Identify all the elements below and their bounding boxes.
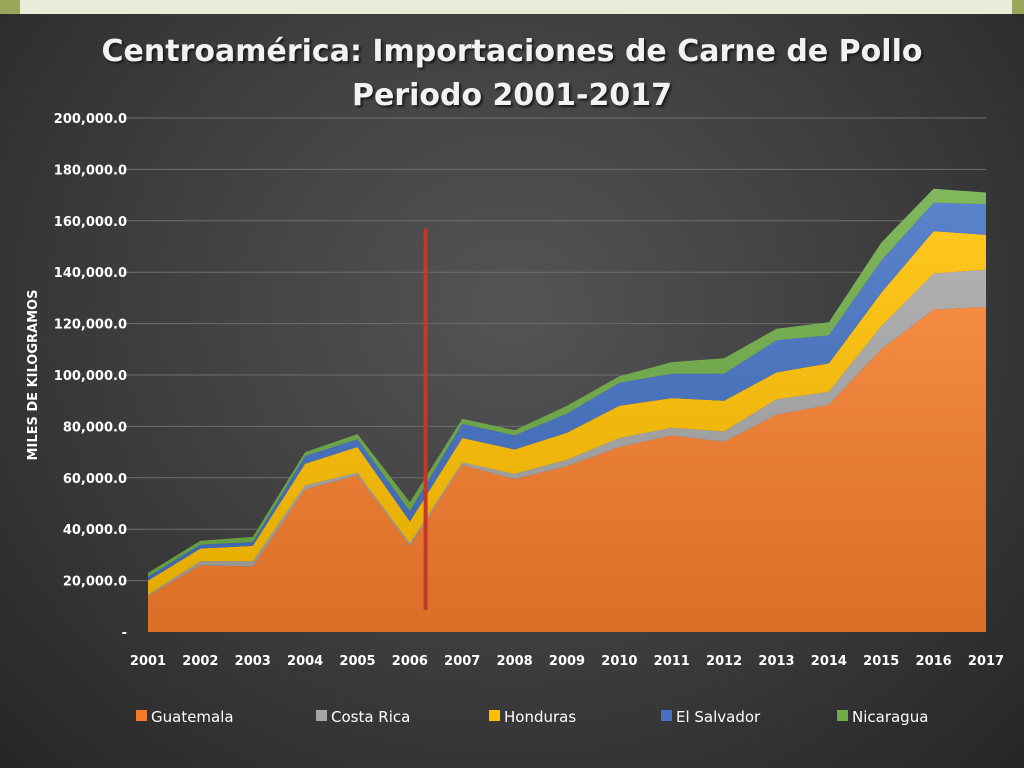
x-axis-ticks: 2001 2002 2003 2004 2005 2006 2007 2008 2009 2010… [130,654,1004,669]
x-tick-label: 2017 [968,654,1004,669]
y-axis-ticks: - 20,000.0 40,000.0 60,000.0 80,000.0 100,000… [54,112,127,641]
x-tick-label: 2012 [706,654,742,669]
top-decor-accent-right [1012,0,1024,14]
x-tick-label: 2011 [654,654,690,669]
area-shade-guatemala [148,306,986,632]
x-tick-label: 2013 [758,654,794,669]
x-tick-label: 2004 [287,654,323,669]
legend-label-costa-rica: Costa Rica [331,708,410,726]
series-areas [148,188,986,632]
legend-label-guatemala: Guatemala [151,708,234,726]
y-tick-label: 40,000.0 [63,523,127,538]
x-tick-label: 2002 [182,654,218,669]
legend-swatch-costa-rica [316,710,327,721]
y-tick-label: 160,000.0 [54,215,127,230]
chart-subtitle: Periodo 2001-2017 [352,78,672,113]
legend-swatch-nicaragua [837,710,848,721]
legend-swatch-honduras [489,710,500,721]
legend: Guatemala Costa Rica Honduras El Salvador Ni… [136,708,928,726]
area-shade-el-salvador [148,202,986,581]
x-tick-label: 2016 [916,654,952,669]
area-shade-costa-rica [148,269,986,596]
legend-label-el-salvador: El Salvador [676,708,761,726]
y-tick-label: - [122,626,127,641]
y-tick-label: 140,000.0 [54,266,127,281]
y-tick-label: 120,000.0 [54,318,127,333]
x-tick-label: 2008 [497,654,533,669]
top-decor-bar [0,0,1024,14]
x-tick-label: 2007 [444,654,480,669]
x-tick-label: 2010 [601,654,637,669]
y-tick-label: 60,000.0 [63,472,127,487]
y-tick-label: 20,000.0 [63,575,127,590]
y-tick-label: 80,000.0 [63,420,127,435]
area-shade-honduras [148,231,986,595]
chart-title: Centroamérica: Importaciones de Carne de… [101,34,923,69]
legend-label-nicaragua: Nicaragua [852,708,928,726]
top-decor-accent-left [0,0,20,14]
y-tick-label: 100,000.0 [54,369,127,384]
x-tick-label: 2005 [339,654,375,669]
legend-swatch-el-salvador [661,710,672,721]
x-tick-label: 2006 [392,654,428,669]
x-tick-label: 2001 [130,654,166,669]
y-tick-label: 180,000.0 [54,163,127,178]
chart-title-block: Centroamérica: Importaciones de Carne de… [0,30,1024,118]
legend-swatch-guatemala [136,710,147,721]
y-tick-label: 200,000.0 [54,112,127,127]
legend-label-honduras: Honduras [504,708,576,726]
x-tick-label: 2014 [811,654,847,669]
x-tick-label: 2009 [549,654,585,669]
x-tick-label: 2015 [863,654,899,669]
y-axis-title: MILES DE KILOGRAMOS [26,290,41,461]
x-tick-label: 2003 [235,654,271,669]
area-shade-nicaragua [148,188,986,577]
